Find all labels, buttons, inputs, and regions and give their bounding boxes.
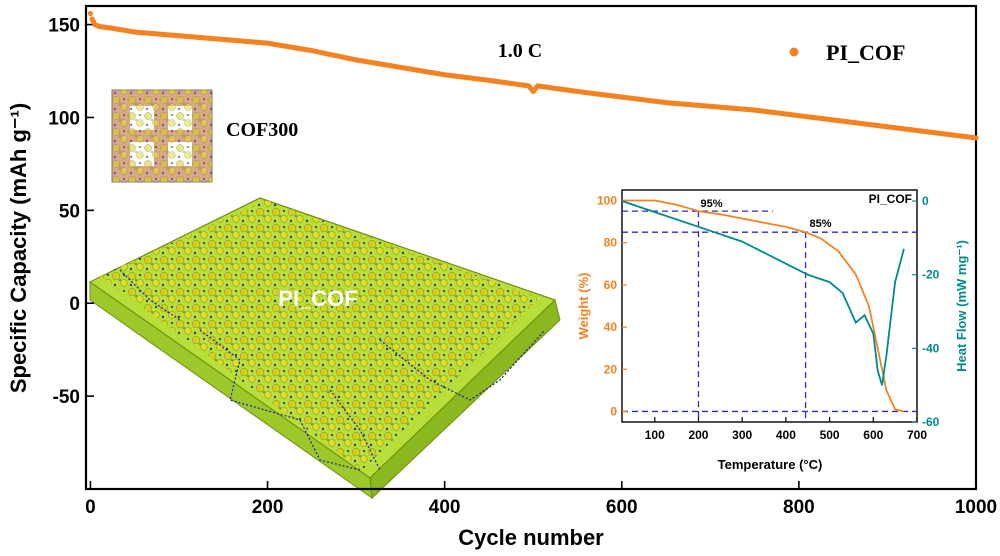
inset-left-y-tick-label: 0 xyxy=(610,404,617,418)
y-tick-label: 100 xyxy=(48,108,80,129)
inset-x-tick-label: 300 xyxy=(732,428,752,442)
inset-x-tick-label: 600 xyxy=(863,428,883,442)
weight-curve xyxy=(622,199,905,413)
legend-marker xyxy=(789,47,799,57)
x-tick-label: 200 xyxy=(252,497,284,518)
y-tick-label: 150 xyxy=(48,16,80,37)
inset-right-y-tick-label: -20 xyxy=(922,268,940,282)
inset-title: PI_COF xyxy=(869,192,912,206)
x-tick-label: 600 xyxy=(606,497,638,518)
main-x-axis-title: Cycle number xyxy=(458,525,604,550)
x-tick-label: 0 xyxy=(85,497,96,518)
y-tick-label: 50 xyxy=(59,201,80,222)
inset-x-tick-label: 100 xyxy=(645,428,665,442)
inset-x-tick-label: 500 xyxy=(820,428,840,442)
inset-x-tick-label: 400 xyxy=(776,428,796,442)
inset-left-y-tick-label: 80 xyxy=(604,236,618,250)
cof300-structure-image xyxy=(111,89,213,183)
pi-cof-capacity-series xyxy=(87,10,979,141)
legend-label: PI_COF xyxy=(826,40,905,65)
rate-annotation: 1.0 C xyxy=(498,40,542,62)
inset-right-y-tick-label: -60 xyxy=(922,415,940,429)
inset-left-y-tick-label: 60 xyxy=(604,278,618,292)
inset-frame xyxy=(621,189,918,423)
pi-cof-structure-label: PI_COF xyxy=(278,286,357,311)
inset-right-y-axis-title: Heat Flow (mW mg⁻¹) xyxy=(954,240,969,372)
inset-axis-ticks: 100 200 300 400 500 600 700 0 20 40 60 80 100 0 -20 -40… xyxy=(597,194,940,442)
tga-dsc-inset: 100 200 300 400 500 600 700 0 20 40 60 80 100 0 -20 -40… xyxy=(576,189,969,472)
main-y-axis-title: Specific Capacity (mAh g⁻¹) xyxy=(6,103,31,393)
data-point xyxy=(87,10,94,17)
inset-right-y-tick-label: -40 xyxy=(922,341,940,355)
inset-left-y-tick-label: 100 xyxy=(597,194,617,208)
main-plot-frame xyxy=(84,4,978,491)
weight-85-annotation: 85% xyxy=(810,218,832,230)
weight-95-annotation: 95% xyxy=(700,198,722,210)
inset-left-y-tick-label: 40 xyxy=(604,320,618,334)
heat-flow-curve xyxy=(621,200,905,386)
x-tick-label: 1000 xyxy=(955,497,997,518)
inset-left-y-tick-label: 20 xyxy=(604,362,618,376)
inset-x-tick-label: 700 xyxy=(907,428,927,442)
x-tick-label: 400 xyxy=(429,497,461,518)
inset-x-axis-title: Temperature (°C) xyxy=(718,457,823,472)
data-point xyxy=(973,135,979,141)
cof300-label: COF300 xyxy=(226,119,298,141)
x-tick-label: 800 xyxy=(783,497,815,518)
y-tick-label: -50 xyxy=(53,387,80,408)
inset-right-y-tick-label: 0 xyxy=(922,194,929,208)
pi-cof-structure-image xyxy=(88,197,561,500)
main-legend: PI_COF xyxy=(789,40,905,65)
y-tick-label: 0 xyxy=(69,294,80,315)
inset-left-y-axis-title: Weight (%) xyxy=(576,273,591,340)
inset-x-tick-label: 200 xyxy=(688,428,708,442)
